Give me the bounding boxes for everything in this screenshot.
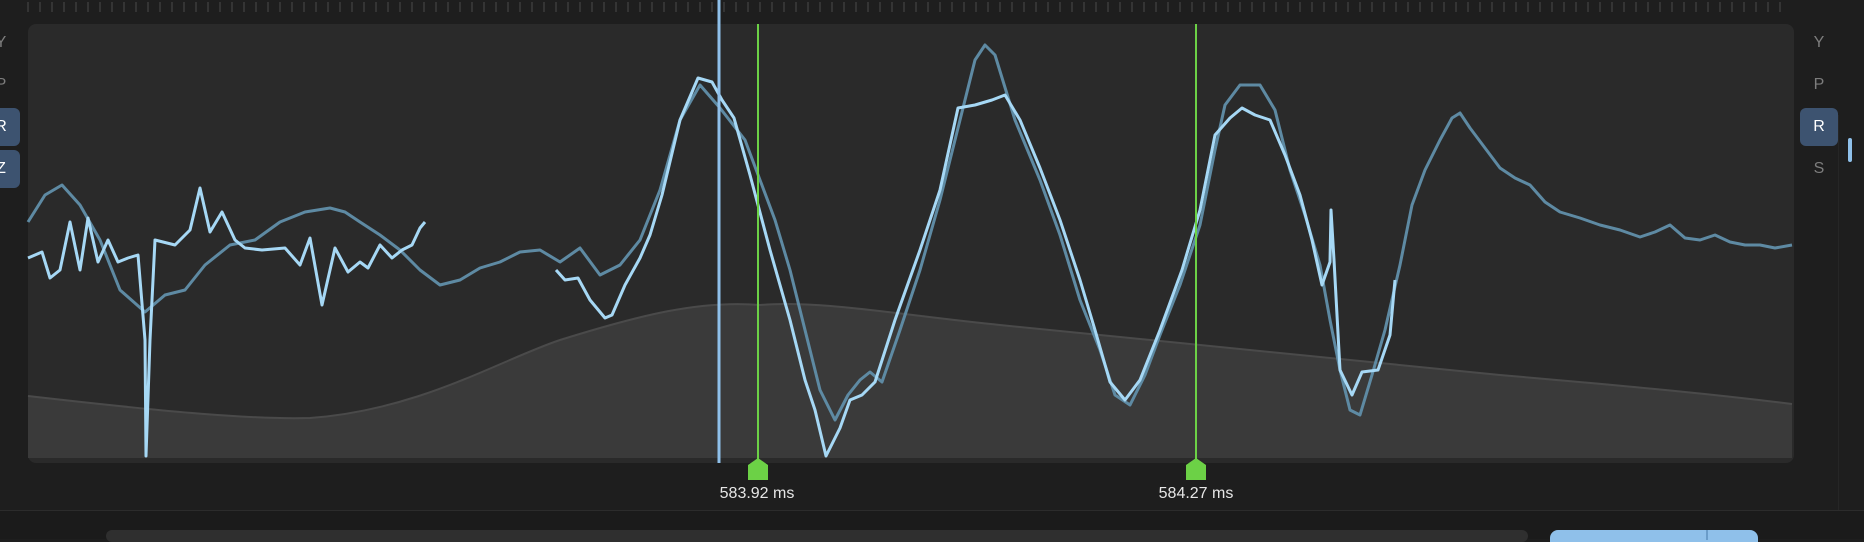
axis-toggle-label: P — [1813, 76, 1825, 93]
axis-toggle-label: R — [0, 118, 7, 135]
axis-toggle-z-left[interactable]: Z — [0, 150, 20, 188]
trace-primary-left — [27, 186, 427, 458]
marker-handle-2[interactable] — [1186, 458, 1206, 480]
split-action-button[interactable] — [1550, 530, 1758, 542]
marker-label-1: 583.92 ms — [719, 485, 795, 502]
axis-toggle-y-right[interactable]: Y — [1800, 24, 1838, 62]
axis-toggle-label: R — [1813, 118, 1825, 135]
axis-toggle-label: Y — [0, 34, 7, 51]
axis-toggle-s-right[interactable]: S — [1800, 150, 1838, 188]
axis-toggle-r-right[interactable]: R — [1800, 108, 1838, 146]
trace-secondary — [26, 43, 1793, 422]
axis-toggle-label: S — [1813, 160, 1825, 177]
axis-toggle-p-right[interactable]: P — [1800, 66, 1838, 104]
axis-toggle-label: P — [0, 76, 7, 93]
time-ruler[interactable] — [0, 0, 1864, 20]
side-scrollbar-thumb[interactable] — [1848, 138, 1852, 162]
axis-toggle-p-left[interactable]: P — [0, 66, 20, 104]
marker-label-2: 584.27 ms — [1158, 485, 1234, 502]
throttle-fill-area — [28, 304, 1792, 458]
marker-handle-1[interactable] — [748, 458, 768, 480]
signal-plot[interactable] — [0, 0, 1864, 480]
axis-toggle-y-left[interactable]: Y — [0, 24, 20, 62]
panel-divider — [1838, 115, 1839, 515]
axis-toggle-r-left[interactable]: R — [0, 108, 20, 146]
split-button-divider — [1706, 530, 1708, 540]
timeline-scrubber[interactable] — [106, 530, 1528, 542]
axis-toggle-label: Y — [1813, 34, 1825, 51]
axis-toggle-label: Z — [0, 160, 6, 177]
trace-primary-right — [554, 76, 1397, 458]
throttle-fill-edge — [27, 303, 1793, 420]
